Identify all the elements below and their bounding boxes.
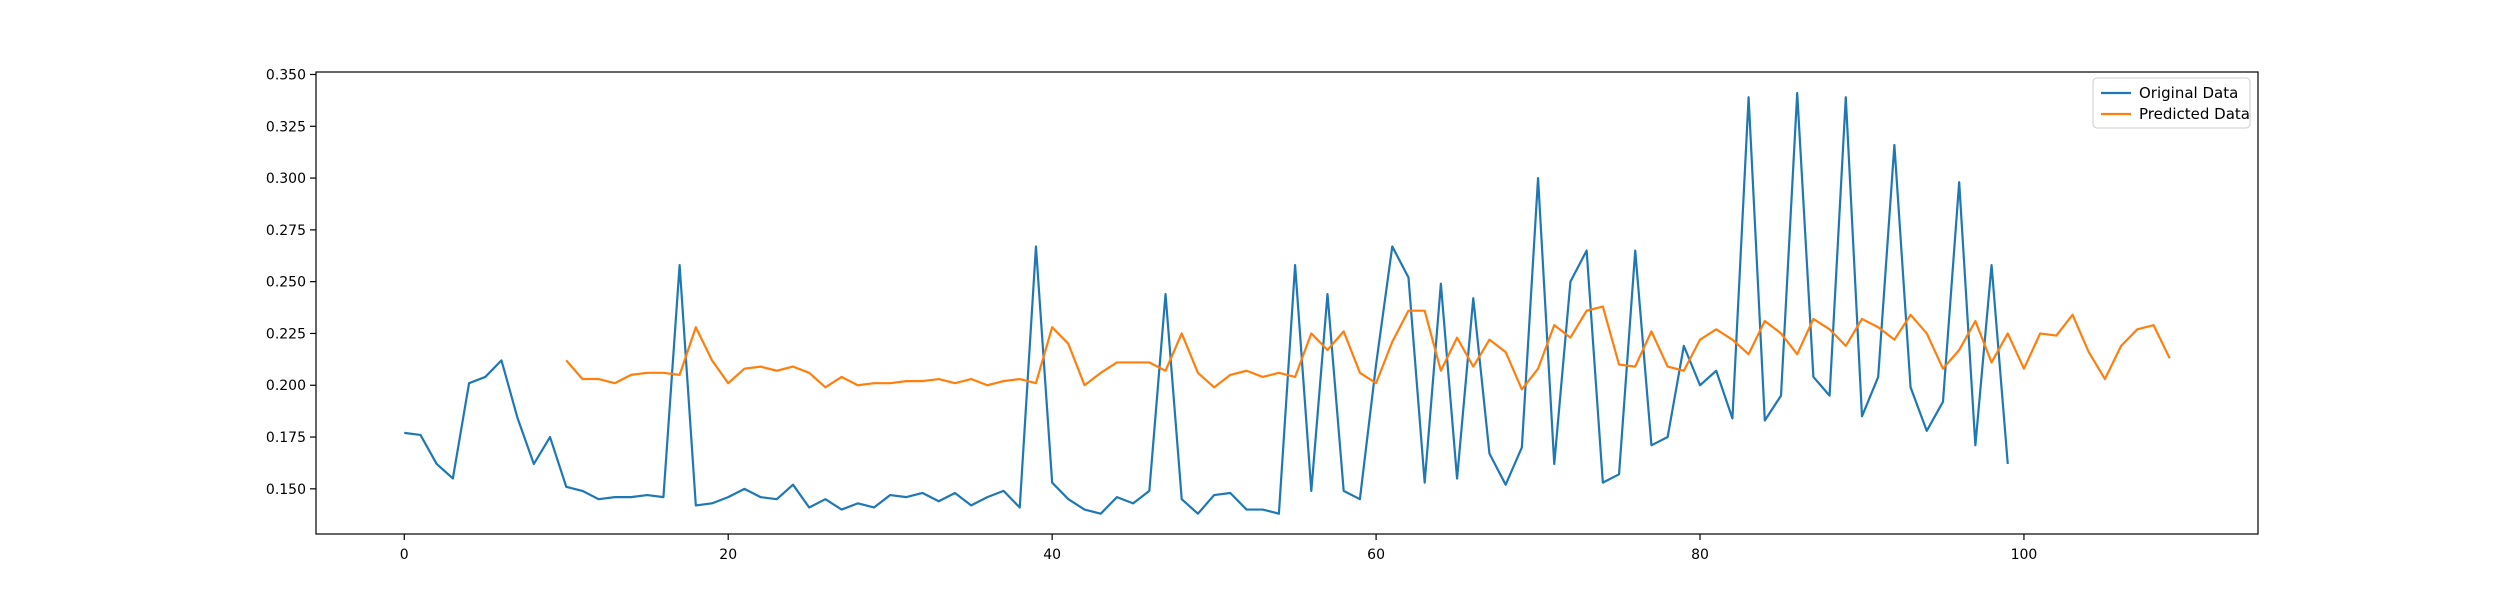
y-axis: 0.150 0.175 0.200 0.225 0.250 0.275 0.300 0.325… [266,67,316,498]
series-line-original-data [404,92,2009,515]
legend-box [2092,77,2251,129]
legend: Original Data Predicted Data [2092,77,2251,129]
y-tick-label: 0.350 [266,67,306,83]
legend-label: Original Data [2139,84,2238,102]
y-tick-label: 0.225 [266,326,306,342]
series-line-predicted-data [565,305,2171,391]
y-tick-label: 0.325 [266,119,306,135]
y-tick-label: 0.150 [266,482,306,498]
x-tick-label: 20 [719,547,737,563]
y-tick-label: 0.300 [266,171,306,187]
x-tick-label: 0 [400,547,409,563]
y-tick-label: 0.275 [266,223,306,239]
y-tick-label: 0.200 [266,378,306,394]
series-layer [404,92,2171,515]
x-axis: 0 20 40 60 80 100 [400,534,2038,563]
legend-label: Predicted Data [2139,105,2250,123]
x-tick-label: 100 [2011,547,2038,563]
plot-area [315,71,2259,535]
plot-frame [315,71,2259,535]
x-tick-label: 40 [1043,547,1061,563]
y-tick-label: 0.175 [266,430,306,446]
y-tick-label: 0.250 [266,275,306,291]
x-tick-label: 60 [1367,547,1385,563]
x-tick-label: 80 [1691,547,1709,563]
